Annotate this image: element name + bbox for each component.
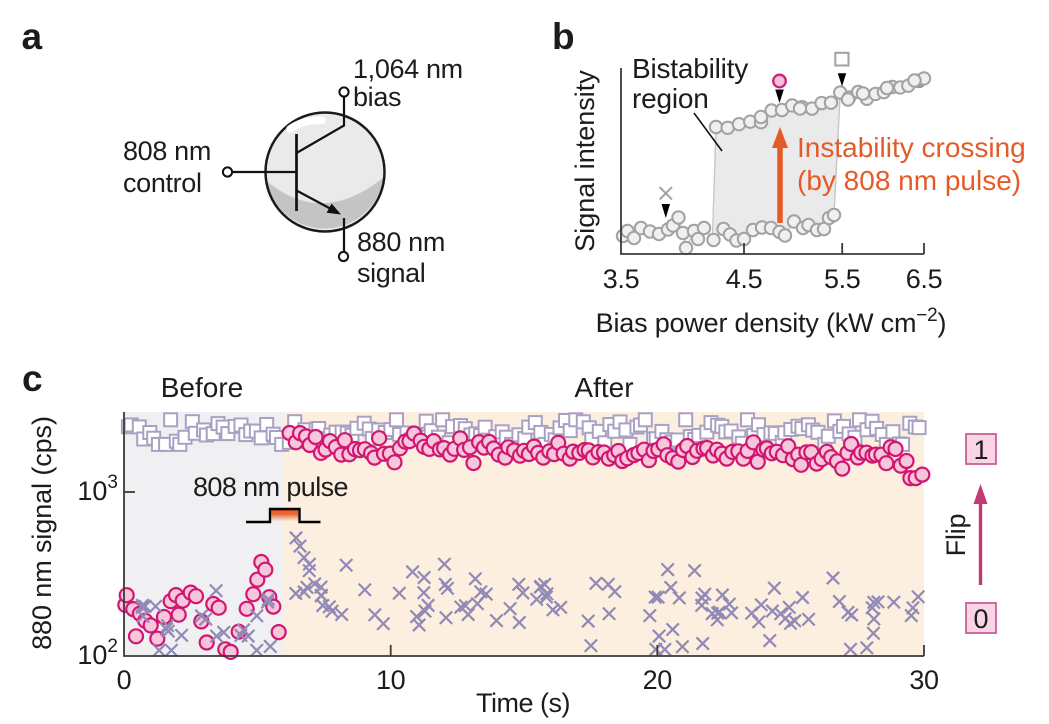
svg-text:5.5: 5.5 — [824, 264, 860, 294]
svg-text:808 nm: 808 nm — [123, 136, 211, 166]
svg-text:Flip: Flip — [941, 514, 971, 557]
svg-text:bias: bias — [353, 82, 401, 112]
svg-text:After: After — [574, 372, 633, 403]
svg-text:signal: signal — [357, 258, 425, 288]
svg-text:0: 0 — [973, 604, 988, 634]
svg-text:30: 30 — [909, 665, 938, 695]
svg-text:c: c — [22, 358, 43, 399]
svg-text:1: 1 — [973, 435, 988, 465]
svg-text:Before: Before — [161, 372, 244, 403]
svg-text:b: b — [552, 16, 575, 57]
svg-text:region: region — [632, 83, 709, 114]
svg-text:control: control — [123, 168, 202, 198]
svg-text:880 nm signal (cps): 880 nm signal (cps) — [27, 416, 57, 650]
svg-text:3.5: 3.5 — [603, 264, 639, 294]
svg-text:6.5: 6.5 — [906, 264, 942, 294]
svg-text:a: a — [22, 16, 43, 57]
svg-text:880 nm: 880 nm — [357, 227, 445, 257]
svg-text:Bistability: Bistability — [632, 53, 748, 84]
svg-text:20: 20 — [643, 665, 672, 695]
svg-text:Bias power density (kW cm−2): Bias power density (kW cm−2) — [596, 305, 947, 338]
svg-text:10: 10 — [376, 665, 405, 695]
svg-text:4.5: 4.5 — [726, 264, 762, 294]
svg-text:Signal intensity: Signal intensity — [570, 70, 600, 252]
svg-text:Instability crossing: Instability crossing — [797, 132, 1026, 163]
svg-text:Time (s): Time (s) — [476, 688, 570, 718]
svg-text:1,064 nm: 1,064 nm — [353, 54, 463, 84]
svg-text:0: 0 — [117, 665, 132, 695]
svg-text:808 nm pulse: 808 nm pulse — [193, 472, 348, 502]
svg-text:(by 808 nm pulse): (by 808 nm pulse) — [797, 165, 1021, 196]
